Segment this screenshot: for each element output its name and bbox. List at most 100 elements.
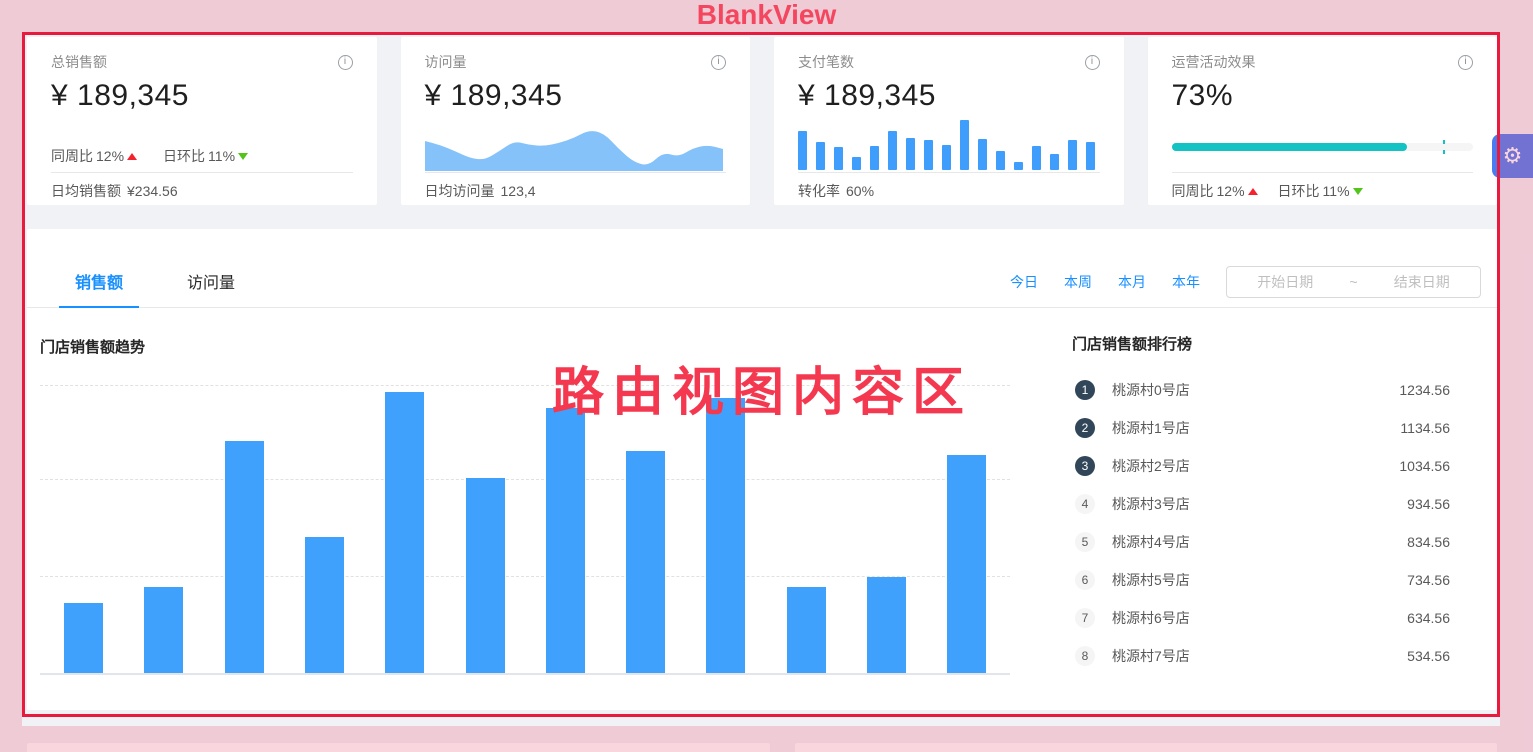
divider [424,172,726,173]
divider [1171,172,1473,173]
sparkline-bar [798,131,807,170]
card-value: ¥ 189,345 [798,79,936,112]
store-sales-value: 1034.56 [1399,458,1450,474]
filter-this-year[interactable]: 本年 [1172,274,1200,290]
sparkline-bar [1032,146,1041,170]
card-title: 访问量 [424,54,467,70]
rank-badge: 5 [1075,532,1095,552]
sparkline-bar [870,146,879,170]
sparkline-bar [888,131,897,170]
card-content: 同周比 12% 日环比 11% [51,117,353,172]
ranking-item: 2 桃源村1号店 1134.56 [1072,409,1450,447]
sales-bar-chart [40,340,1010,675]
card-title: 总销售额 [51,54,107,70]
card-content [424,117,727,172]
filter-today[interactable]: 今日 [1010,274,1038,290]
card-footer: 日均销售额 ¥234.56 [51,183,178,199]
sparkline-bar [816,142,825,170]
ranking-title: 门店销售额排行榜 [1072,336,1193,353]
filter-this-month[interactable]: 本月 [1118,274,1146,290]
card-head: 访问量 i [424,51,726,73]
tab-sales[interactable]: 销售额 [59,229,140,308]
ranking-list: 1 桃源村0号店 1234.56 2 桃源村1号店 1134.56 3 桃源村2号店 1034.… [1072,371,1450,675]
chart-bar [947,455,987,673]
rank-badge: 2 [1075,418,1095,438]
progress-target-marker [1442,140,1445,154]
card-content [798,117,1100,172]
ranking-item: 6 桃源村5号店 734.56 [1072,561,1450,599]
start-date-placeholder[interactable]: 开始日期 [1257,274,1314,290]
chart-bar [465,478,505,673]
chart-bar [385,392,425,673]
range-separator: ~ [1349,274,1358,290]
sales-panel-card: 销售额 访问量 今日 本周 本月 本年 开始日期 ~ 结束日期 门店销售额趋势 … [27,229,1497,710]
gear-icon: ⚙ [1502,143,1523,168]
ranking-item: 3 桃源村2号店 1034.56 [1072,447,1450,485]
stat-card-payments: 支付笔数 i ¥ 189,345 转化率 60% [774,37,1124,205]
bottom-card-preview [795,743,1497,752]
card-value: ¥ 189,345 [424,79,563,112]
card-title: 运营活动效果 [1171,54,1256,70]
store-sales-value: 1134.56 [1400,420,1450,436]
chart-bar [626,451,666,673]
stat-cards-row: 总销售额 i ¥ 189,345 同周比 12% 日环比 11% [27,37,1497,205]
page-title: BlankView [696,0,837,30]
sparkline-bar [1014,162,1023,170]
info-icon[interactable]: i [1458,54,1473,70]
store-sales-value: 534.56 [1407,648,1450,664]
chart-bar [786,587,826,673]
filter-this-week[interactable]: 本周 [1064,274,1092,290]
chart-bar [224,441,264,673]
sparkline-bar [1050,154,1059,170]
trend-day-over-day: 日环比 11% [163,146,249,166]
store-sales-value: 834.56 [1407,534,1450,550]
tab-visits[interactable]: 访问量 [187,275,236,292]
progress-fill [1171,143,1407,151]
caret-up-icon [127,152,138,160]
date-range-picker[interactable]: 开始日期 ~ 结束日期 [1226,266,1481,298]
end-date-placeholder[interactable]: 结束日期 [1393,274,1450,290]
info-icon[interactable]: i [711,54,726,70]
settings-button[interactable]: ⚙ [1492,134,1533,178]
chart-bar [144,587,184,673]
trend-week-over-week: 同周比 12% [1172,181,1258,201]
ranking-item: 7 桃源村6号店 634.56 [1072,599,1450,637]
bottom-card-preview [27,743,770,752]
visits-area-sparkline [424,131,723,171]
card-footer: 同周比 12% 日环比 11% [1172,173,1474,209]
store-name: 桃源村2号店 [1112,458,1190,474]
divider [798,172,1100,173]
sparkline-bar [960,120,969,170]
rank-badge: 3 [1075,456,1095,476]
info-icon[interactable]: i [337,54,353,70]
divider [51,172,353,173]
chart-bar [64,603,103,673]
chart-bar [706,398,746,673]
sparkline-bar [852,157,861,170]
annotation-overlay-left [0,32,22,752]
store-name: 桃源村0号店 [1112,382,1190,398]
store-sales-value: 1234.56 [1399,382,1450,398]
caret-down-icon [238,152,249,160]
chart-bar [545,408,585,673]
ranking-item: 4 桃源村3号店 934.56 [1072,485,1450,523]
gridline [40,576,1010,577]
store-name: 桃源村4号店 [1112,534,1190,550]
ranking-item: 5 桃源村4号店 834.56 [1072,523,1450,561]
sparkline-bar [834,147,843,170]
store-name: 桃源村7号店 [1112,648,1190,664]
sparkline-bar [942,145,951,170]
card-head: 支付笔数 i [798,51,1100,73]
sparkline-bar [924,140,933,170]
caret-down-icon [1352,187,1363,195]
trend-day-over-day: 日环比 11% [1278,181,1363,201]
rank-badge: 8 [1075,646,1095,666]
sparkline-bar [906,138,915,170]
store-name: 桃源村1号店 [1112,420,1190,436]
sparkline-bar [1068,140,1077,170]
rank-badge: 7 [1075,608,1095,628]
chart-bar [304,537,344,673]
info-icon[interactable]: i [1084,54,1100,70]
card-footer: 日均访问量 123,4 [424,183,536,199]
